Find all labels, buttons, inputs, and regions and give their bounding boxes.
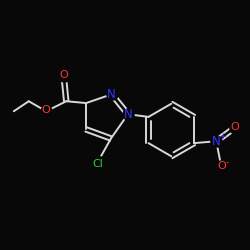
Text: +: +: [219, 132, 226, 141]
Text: O: O: [60, 70, 68, 80]
Text: O: O: [42, 105, 50, 115]
Text: N: N: [124, 108, 132, 121]
Text: -: -: [226, 158, 229, 167]
Text: Cl: Cl: [92, 159, 103, 169]
Text: O: O: [230, 122, 239, 132]
Text: N: N: [107, 88, 116, 101]
Text: O: O: [217, 161, 226, 171]
Text: N: N: [212, 135, 221, 148]
